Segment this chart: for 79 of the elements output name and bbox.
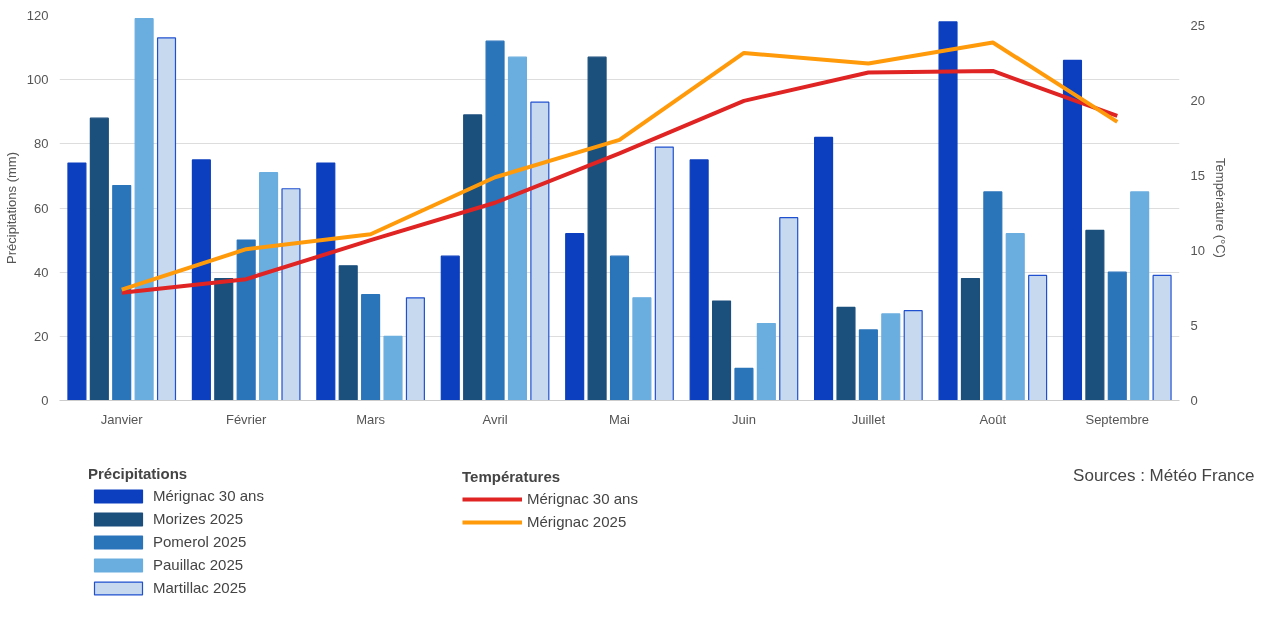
bar xyxy=(507,56,528,401)
bar xyxy=(654,146,674,401)
bar xyxy=(779,217,799,401)
bar xyxy=(485,40,505,401)
bar xyxy=(1107,271,1127,401)
x-tick-label: Août xyxy=(979,411,1007,427)
legend-title: Précipitations xyxy=(88,465,189,482)
bar xyxy=(440,255,460,401)
y2-tick-label: 5 xyxy=(1190,318,1198,334)
bar xyxy=(316,162,336,401)
x-tick-label: Juin xyxy=(732,411,756,427)
bar xyxy=(960,277,980,401)
y2-tick-label: 20 xyxy=(1190,93,1205,109)
bar xyxy=(67,162,87,401)
legend-label: Pauillac 2025 xyxy=(153,556,244,573)
bar xyxy=(1062,59,1083,401)
bar xyxy=(1028,274,1048,401)
y-tick-label: 40 xyxy=(34,264,49,280)
bar xyxy=(836,306,856,401)
bar xyxy=(191,159,211,401)
legend-label: Pomerol 2025 xyxy=(153,533,247,550)
x-tick-label: Avril xyxy=(482,411,508,427)
bar xyxy=(156,37,177,401)
bar xyxy=(711,300,732,401)
legend-label: Mérignac 30 ans xyxy=(527,490,638,507)
bar xyxy=(1152,274,1172,401)
y-tick-label: 100 xyxy=(26,72,49,88)
bar xyxy=(565,233,585,401)
x-tick-label: Mai xyxy=(609,411,631,427)
legend-label: Morizes 2025 xyxy=(153,510,244,527)
source-note: Sources : Météo France xyxy=(1073,465,1255,485)
x-tick-label: Mars xyxy=(356,411,386,427)
bar xyxy=(734,367,754,401)
y-tick-label: 60 xyxy=(34,200,49,216)
text: Températures xyxy=(462,468,562,485)
y2-tick-label: 25 xyxy=(1190,18,1205,34)
bar xyxy=(338,265,358,401)
bar xyxy=(689,159,709,401)
bar xyxy=(1130,191,1150,401)
bar xyxy=(361,294,381,401)
y-tick-label: 120 xyxy=(26,8,49,23)
bar xyxy=(609,255,630,401)
x-tick-label: Juillet xyxy=(851,411,886,427)
bar xyxy=(903,310,923,401)
y2-axis-title: Température (°C) xyxy=(1212,158,1228,258)
legend-label: Martillac 2025 xyxy=(153,579,247,596)
bar xyxy=(383,335,403,401)
bar xyxy=(632,297,652,401)
y2-tick-label: 10 xyxy=(1190,243,1205,259)
bar xyxy=(756,322,776,401)
y-tick-label: 0 xyxy=(41,393,49,408)
y2-tick-label: 0 xyxy=(1190,393,1198,408)
bar xyxy=(259,172,279,401)
bar xyxy=(530,101,550,401)
legend-label: Mérignac 30 ans xyxy=(153,487,264,504)
x-tick-label: Janvier xyxy=(100,411,144,427)
bar xyxy=(214,277,234,401)
bar xyxy=(112,184,132,401)
bar xyxy=(134,18,154,401)
bar xyxy=(405,297,425,401)
bar xyxy=(89,117,109,401)
bar xyxy=(587,56,607,401)
bar xyxy=(983,191,1003,401)
y-tick-label: 20 xyxy=(34,328,49,344)
bar xyxy=(236,239,256,401)
bar xyxy=(463,114,483,401)
bar xyxy=(1005,233,1025,401)
legend-label: Mérignac 2025 xyxy=(527,513,627,530)
bar xyxy=(1085,229,1105,401)
bar xyxy=(938,21,958,401)
y-axis-title: Précipitations (mm) xyxy=(3,152,19,264)
y-tick-label: 80 xyxy=(34,136,49,152)
bar xyxy=(814,136,834,401)
bar xyxy=(881,313,901,401)
y2-tick-label: 15 xyxy=(1190,168,1205,184)
bar xyxy=(858,329,878,401)
x-tick-label: Septembre xyxy=(1085,411,1150,427)
x-tick-label: Février xyxy=(225,411,268,427)
bar xyxy=(281,188,301,401)
